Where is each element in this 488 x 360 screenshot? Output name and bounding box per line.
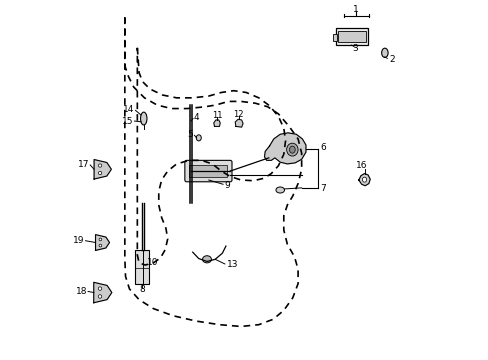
- Text: 8: 8: [139, 285, 145, 294]
- Text: 14: 14: [123, 105, 134, 114]
- Ellipse shape: [140, 112, 147, 125]
- Ellipse shape: [289, 146, 295, 153]
- Text: 6: 6: [320, 143, 325, 152]
- Ellipse shape: [275, 187, 284, 193]
- Text: 5: 5: [187, 130, 193, 139]
- Text: 10: 10: [147, 258, 159, 267]
- Text: 18: 18: [76, 287, 87, 296]
- FancyBboxPatch shape: [184, 160, 231, 182]
- Text: 12: 12: [233, 110, 244, 119]
- Polygon shape: [95, 235, 109, 251]
- Text: 15: 15: [122, 117, 133, 126]
- Ellipse shape: [196, 135, 201, 141]
- Bar: [189, 165, 227, 177]
- Text: 17: 17: [78, 161, 89, 170]
- Text: 2: 2: [388, 55, 394, 64]
- Text: 16: 16: [355, 161, 366, 170]
- Bar: [337, 31, 365, 42]
- Text: 9: 9: [224, 180, 230, 189]
- Ellipse shape: [98, 164, 102, 167]
- Text: 13: 13: [226, 260, 238, 269]
- Polygon shape: [264, 133, 305, 164]
- Text: 7: 7: [320, 184, 325, 193]
- Ellipse shape: [98, 295, 102, 298]
- Text: 3: 3: [352, 44, 357, 53]
- Ellipse shape: [286, 143, 298, 156]
- Text: 11: 11: [211, 111, 222, 120]
- Ellipse shape: [381, 48, 387, 58]
- Polygon shape: [358, 174, 369, 186]
- Polygon shape: [94, 282, 112, 303]
- Polygon shape: [235, 119, 243, 127]
- Polygon shape: [213, 120, 220, 126]
- Text: 1: 1: [353, 5, 359, 14]
- Ellipse shape: [99, 238, 102, 241]
- Ellipse shape: [98, 171, 102, 175]
- Bar: [335, 28, 367, 45]
- Ellipse shape: [362, 177, 366, 182]
- Polygon shape: [94, 159, 111, 179]
- Ellipse shape: [202, 256, 211, 263]
- Ellipse shape: [99, 244, 102, 247]
- Bar: [135, 250, 149, 284]
- Text: 4: 4: [193, 113, 199, 122]
- Ellipse shape: [98, 287, 102, 290]
- Bar: [332, 34, 336, 41]
- Text: 19: 19: [73, 236, 84, 245]
